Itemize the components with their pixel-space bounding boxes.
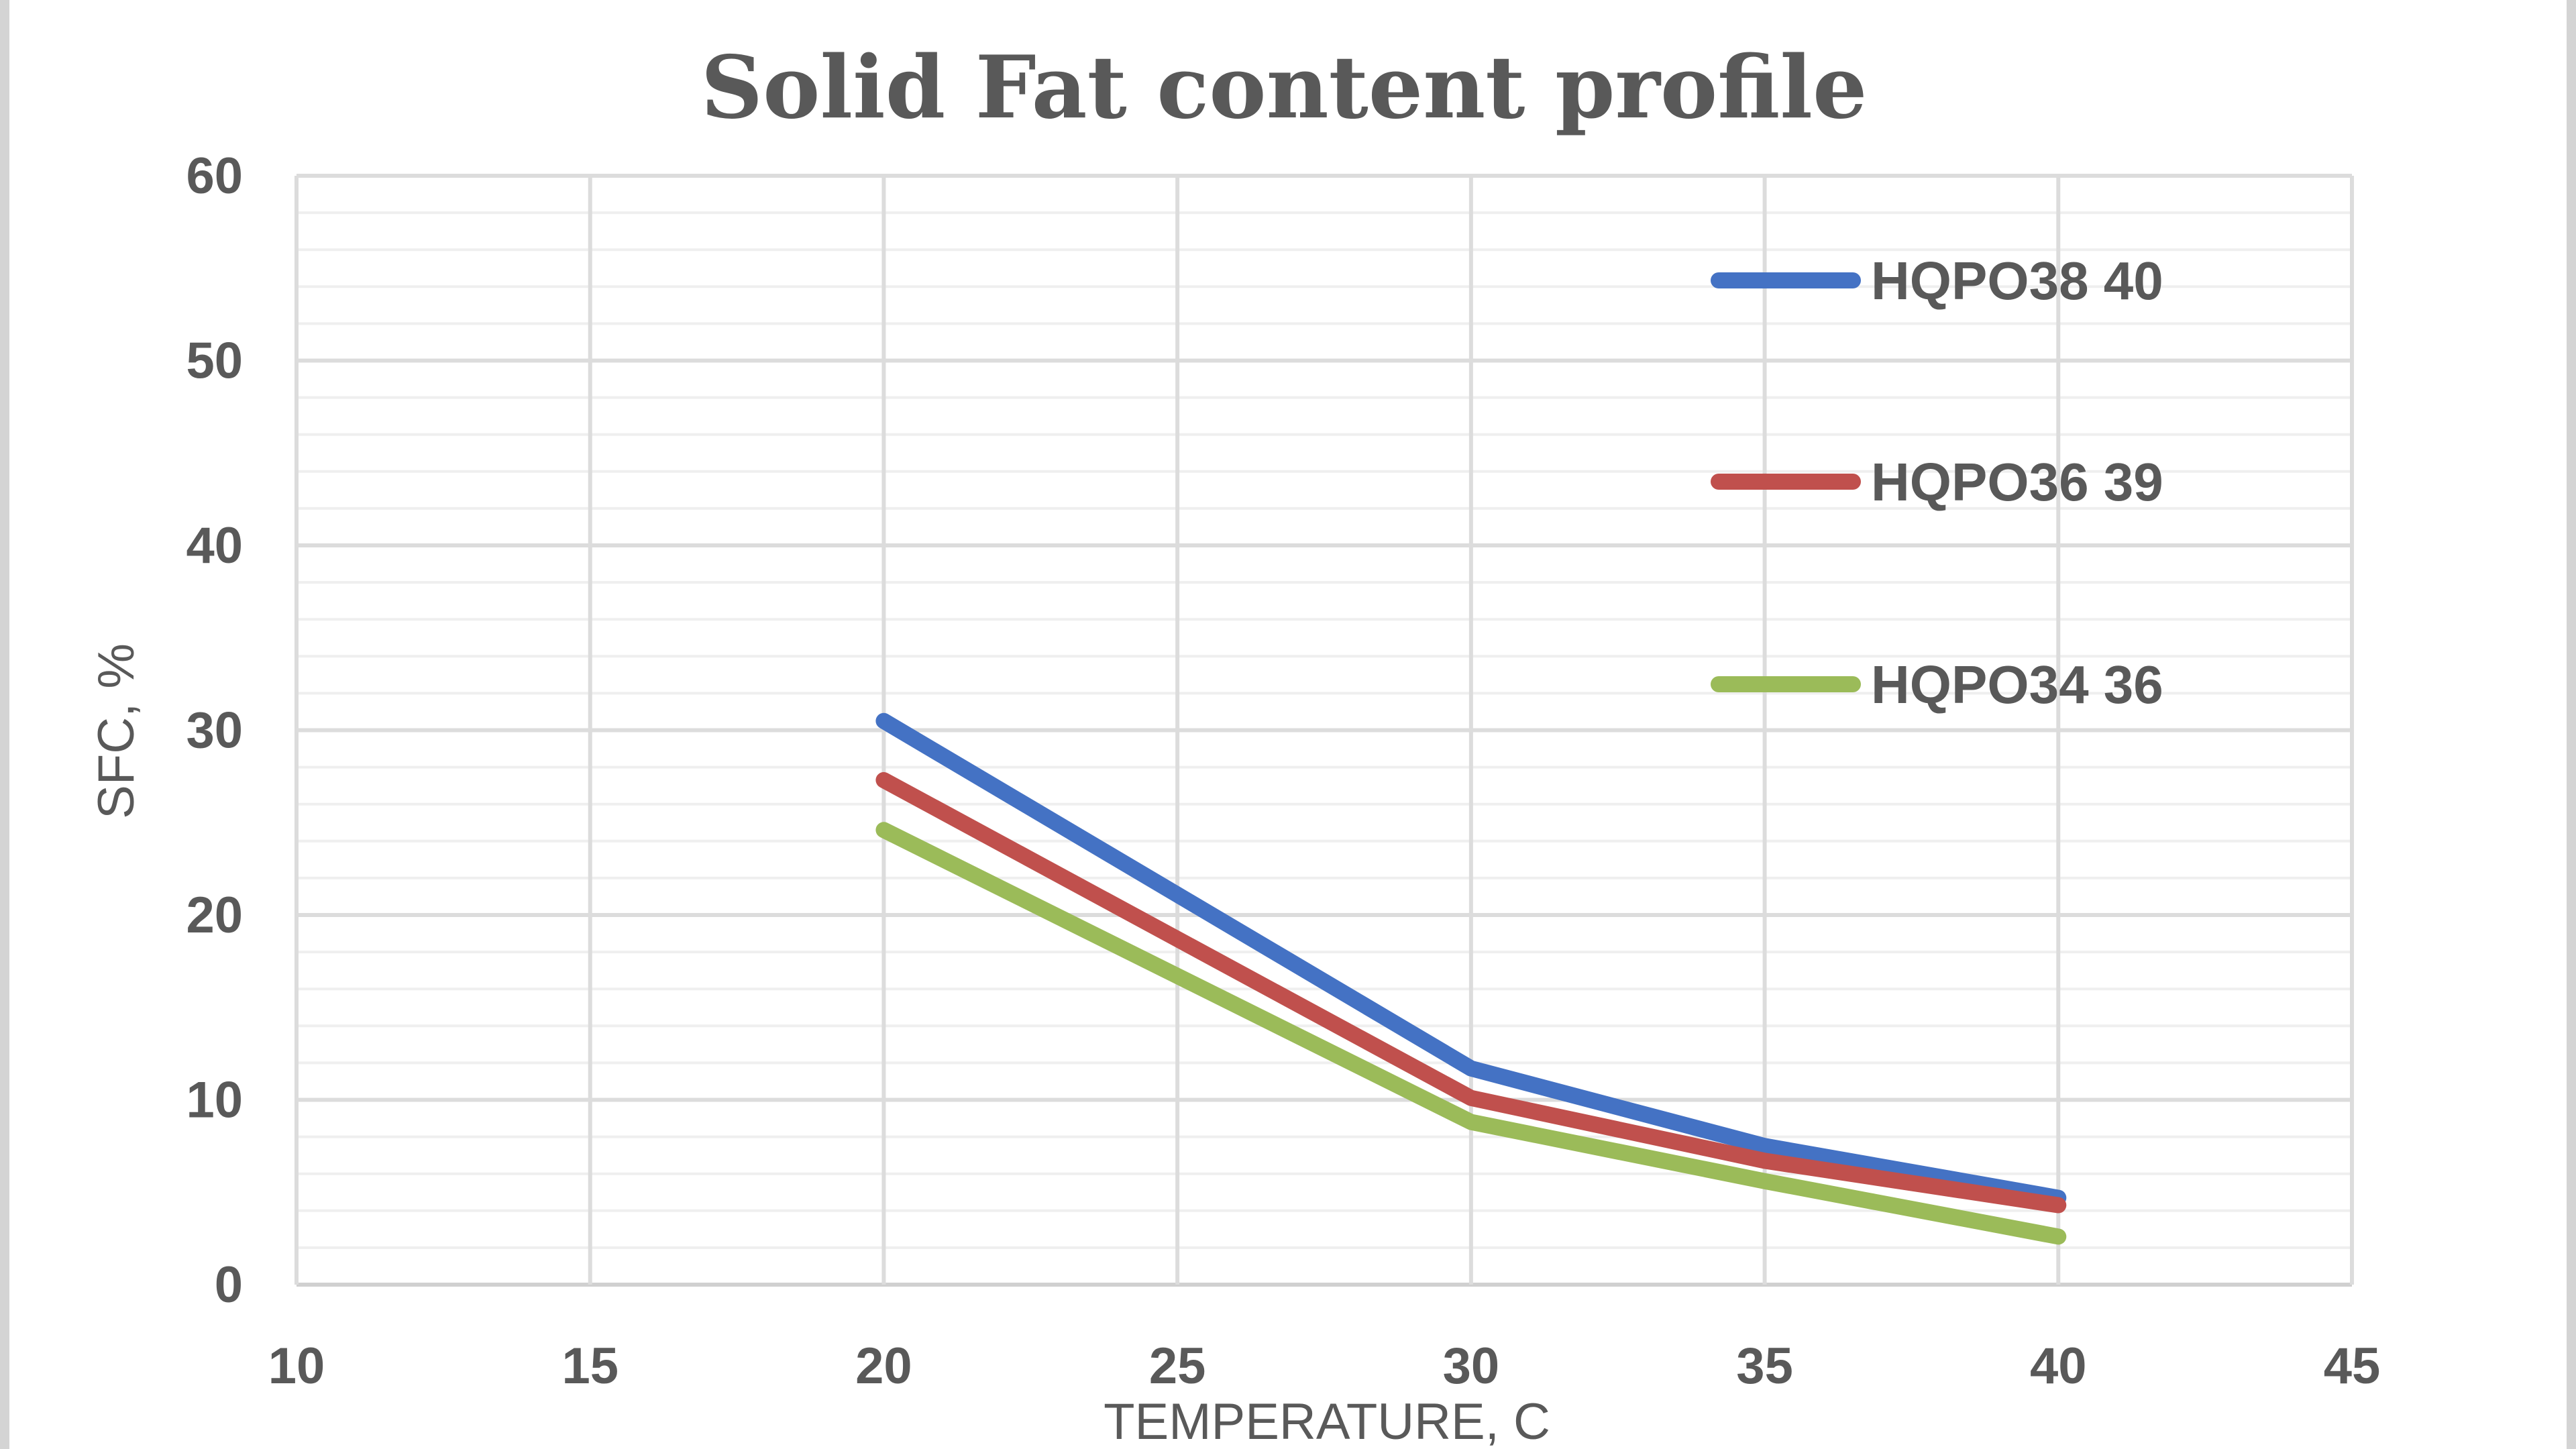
legend-label-1: HQPO38 40 [1871, 251, 2163, 311]
sfc-line-chart: 0 10 20 30 40 50 60 10 15 20 25 30 35 40 45 Solid Fat … [88, 38, 2380, 1449]
series-line-3 [875, 822, 2067, 1245]
x-axis-label: TEMPERATURE, C [1104, 1393, 1550, 1449]
series-lines [875, 712, 2067, 1245]
x-tick-label: 40 [2030, 1338, 2087, 1395]
y-tick-label: 0 [215, 1256, 243, 1313]
y-tick-label: 60 [186, 148, 243, 205]
x-tick-label: 15 [561, 1338, 619, 1395]
x-tick-label: 30 [1443, 1338, 1500, 1395]
legend-label-3: HQPO34 36 [1871, 655, 2163, 714]
tick-labels: 0 10 20 30 40 50 60 10 15 20 25 30 35 40 45 [186, 148, 2380, 1395]
series-line-2 [875, 771, 2067, 1214]
x-tick-label: 25 [1149, 1338, 1206, 1395]
y-tick-label: 40 [186, 517, 243, 574]
series-line-1 [875, 712, 2067, 1206]
y-tick-label: 20 [186, 887, 243, 944]
legend-label-2: HQPO36 39 [1871, 452, 2163, 512]
y-tick-label: 50 [186, 333, 243, 390]
x-tick-label: 10 [268, 1338, 325, 1395]
y-axis-label: SFC, % [88, 643, 145, 819]
chart-title: Solid Fat content profile [701, 38, 1868, 138]
x-tick-label: 35 [1736, 1338, 1793, 1395]
grid [294, 174, 2354, 1287]
x-tick-label: 20 [855, 1338, 912, 1395]
y-tick-label: 10 [186, 1072, 243, 1129]
y-tick-label: 30 [186, 702, 243, 759]
x-tick-label: 45 [2324, 1338, 2381, 1395]
legend: HQPO38 40 HQPO36 39 HQPO34 36 [1711, 251, 2163, 714]
